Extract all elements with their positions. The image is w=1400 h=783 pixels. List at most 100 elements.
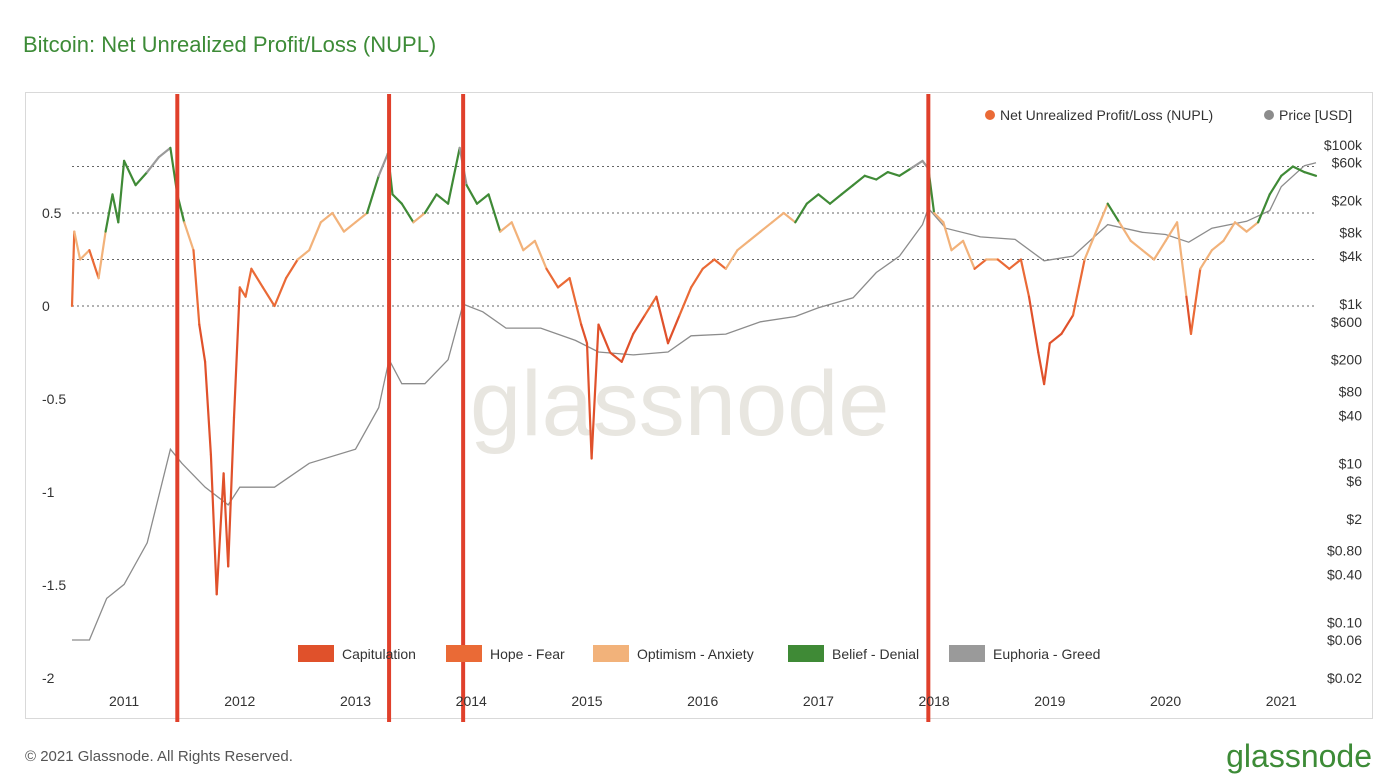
nupl-segment <box>1008 258 1023 270</box>
right-tick-label: $0.80 <box>1327 543 1362 559</box>
nupl-segment <box>840 184 855 196</box>
nupl-segment <box>435 193 450 205</box>
nupl-segment <box>973 258 988 270</box>
nupl-segment <box>1048 332 1063 345</box>
nupl-segment <box>1268 174 1283 196</box>
nupl-segment <box>244 267 253 298</box>
right-axis: $100k $60k $20k $8k $4k $1k $600 $200 $80 $40 $10 $… <box>1324 137 1363 686</box>
nupl-segment <box>1094 202 1109 233</box>
nupl-series <box>70 146 1318 596</box>
nupl-segment <box>817 193 832 205</box>
nupl-segment <box>78 249 91 261</box>
legend-swatch <box>788 645 824 662</box>
nupl-segment <box>423 193 438 215</box>
nupl-segment <box>1185 295 1193 335</box>
nupl-segment <box>227 416 236 568</box>
nupl-segment <box>580 323 589 345</box>
nupl-segment <box>250 267 264 289</box>
nupl-segment <box>111 193 120 224</box>
nupl-segment <box>146 156 160 174</box>
price-line <box>72 162 1317 641</box>
nupl-segment <box>1222 221 1237 242</box>
legend-swatch <box>446 645 482 662</box>
nupl-segment <box>724 249 739 270</box>
legend-top-label: Price [USD] <box>1279 107 1352 123</box>
nupl-segment <box>863 174 878 181</box>
nupl-segment <box>1060 314 1075 335</box>
x-tick-label: 2014 <box>456 693 487 709</box>
right-tick-label: $4k <box>1339 248 1363 264</box>
nupl-segment <box>215 472 225 596</box>
nupl-segment <box>342 221 357 233</box>
nupl-segment <box>285 258 299 280</box>
nupl-segment <box>585 342 593 460</box>
x-tick-label: 2018 <box>919 693 950 709</box>
nupl-segment <box>643 295 658 317</box>
nupl-segment <box>134 171 149 187</box>
nupl-segment <box>545 267 560 289</box>
nupl-segment <box>232 286 241 419</box>
nupl-segment <box>996 258 1011 270</box>
nupl-segment <box>794 202 808 224</box>
nupl-segment <box>597 323 612 354</box>
right-tick-label: $0.02 <box>1327 670 1362 686</box>
x-tick-label: 2011 <box>109 693 139 709</box>
nupl-segment <box>886 171 901 177</box>
price-series <box>72 162 1317 641</box>
right-tick-label: $8k <box>1339 224 1363 240</box>
left-tick-label: -1.5 <box>42 577 66 593</box>
nupl-segment <box>104 193 114 233</box>
right-tick-label: $6 <box>1346 473 1362 489</box>
nupl-segment <box>1303 171 1318 177</box>
right-tick-label: $20k <box>1332 193 1363 209</box>
left-tick-label: -0.5 <box>42 391 66 407</box>
nupl-segment <box>1245 221 1260 233</box>
right-tick-label: $2 <box>1346 511 1362 527</box>
x-tick-label: 2015 <box>571 693 602 709</box>
nupl-segment <box>391 193 403 205</box>
right-tick-label: $0.10 <box>1327 614 1362 630</box>
left-tick-label: -1 <box>42 484 55 500</box>
nupl-segment <box>522 239 537 252</box>
nupl-segment <box>1189 267 1202 335</box>
nupl-segment <box>331 211 345 233</box>
legend-swatch <box>593 645 629 662</box>
nupl-segment <box>475 193 490 205</box>
nupl-segment <box>1037 351 1046 386</box>
nupl-segment <box>770 211 785 224</box>
nupl-segment <box>678 286 693 317</box>
nupl-segment <box>296 249 311 261</box>
footer-copyright: © 2021 Glassnode. All Rights Reserved. <box>25 748 293 765</box>
right-tick-label: $100k <box>1324 137 1363 153</box>
right-tick-label: $10 <box>1339 455 1363 471</box>
nupl-segment <box>1210 239 1225 252</box>
nupl-segment <box>222 472 230 568</box>
right-tick-label: $1k <box>1339 296 1363 312</box>
nupl-segment <box>319 211 334 224</box>
left-tick-label: -2 <box>42 670 55 686</box>
nupl-segment <box>961 239 976 270</box>
legend-bottom-label: Belief - Denial <box>832 646 919 662</box>
legend-bottom-label: Capitulation <box>342 646 416 662</box>
legend-swatch <box>298 645 334 662</box>
nupl-segment <box>747 230 762 242</box>
left-tick-label: 0.5 <box>42 205 62 221</box>
nupl-segment <box>192 249 201 326</box>
left-axis: 0.5 0 -0.5 -1 -1.5 -2 <box>42 205 66 686</box>
nupl-segment <box>608 351 623 363</box>
nupl-segment <box>950 239 965 252</box>
nupl-segment <box>851 174 866 187</box>
x-tick-label: 2016 <box>687 693 718 709</box>
nupl-segment <box>556 277 571 289</box>
nupl-segment <box>736 239 751 252</box>
legend-bottom-label: Optimism - Anxiety <box>637 646 754 662</box>
nupl-segment <box>122 159 137 187</box>
nupl-segment <box>465 184 479 205</box>
nupl-segment <box>1083 230 1098 261</box>
nupl-segment <box>1280 165 1295 177</box>
nupl-segment <box>1071 258 1086 317</box>
nupl-segment <box>261 286 276 308</box>
nupl-segment <box>1175 221 1188 298</box>
nupl-segment <box>238 286 247 298</box>
nupl-segment <box>1106 202 1121 224</box>
